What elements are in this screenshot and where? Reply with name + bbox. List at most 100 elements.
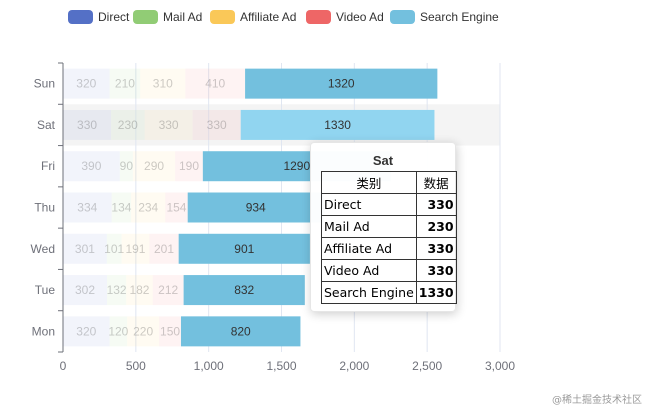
bar-value-label: 310 xyxy=(153,77,173,91)
tooltip: Sat 类别 数据 Direct 330 Mail Ad 230 Affilia… xyxy=(310,142,457,312)
bar-search-engine xyxy=(187,192,324,223)
bar-search-engine xyxy=(180,316,301,347)
bar-affiliate-ad xyxy=(132,151,176,182)
legend-swatch-direct xyxy=(68,10,93,24)
bar-video-ad xyxy=(159,316,181,347)
x-tick-label: 2,000 xyxy=(339,359,369,373)
tooltip-title: Sat xyxy=(372,153,394,168)
bar-mail-ad xyxy=(109,68,141,99)
bar-value-label: 390 xyxy=(81,159,101,173)
legend-label-affiliate-ad: Affiliate Ad xyxy=(240,10,297,24)
tooltip-row-name: Direct xyxy=(321,193,417,216)
bar-value-label: 1330 xyxy=(324,118,351,132)
bar-value-label: 230 xyxy=(118,118,138,132)
legend-swatch-affiliate-ad xyxy=(210,10,235,24)
tooltip-row: Mail Ad 230 xyxy=(321,215,457,238)
x-tick-label: 2,500 xyxy=(412,359,442,373)
bar-direct xyxy=(63,151,120,182)
bar-value-label: 820 xyxy=(231,324,251,338)
bar-value-label: 302 xyxy=(75,283,95,297)
legend-item-search-engine[interactable]: Search Engine xyxy=(390,9,499,25)
bar-value-label: 330 xyxy=(159,118,179,132)
legend-swatch-search-engine xyxy=(390,10,415,24)
bar-direct xyxy=(63,109,112,140)
legend-label-search-engine: Search Engine xyxy=(420,10,499,24)
legend-swatch-mail-ad xyxy=(133,10,158,24)
bar-affiliate-ad xyxy=(121,233,150,264)
legend-swatch-video-ad xyxy=(306,10,331,24)
bar-value-label: 191 xyxy=(125,242,145,256)
bar-value-label: 1290 xyxy=(283,159,310,173)
tooltip-header-row: 类别 数据 xyxy=(321,171,457,194)
bar-value-label: 101 xyxy=(104,242,124,256)
tooltip-row-value: 330 xyxy=(415,259,457,282)
tooltip-header-value: 数据 xyxy=(415,171,457,194)
bar-video-ad xyxy=(192,109,241,140)
bar-value-label: 934 xyxy=(246,201,266,215)
legend-item-video-ad[interactable]: Video Ad xyxy=(306,9,384,25)
bar-direct xyxy=(63,233,107,264)
tooltip-header-category: 类别 xyxy=(321,171,417,194)
bar-value-label: 150 xyxy=(160,324,180,338)
bar-value-label: 90 xyxy=(120,159,134,173)
bar-affiliate-ad xyxy=(127,316,160,347)
y-tick-label: Tue xyxy=(35,283,56,297)
tooltip-row-name: Search Engine xyxy=(321,281,417,304)
bar-value-label: 901 xyxy=(234,242,254,256)
y-tick-label: Sun xyxy=(34,77,55,91)
legend-item-mail-ad[interactable]: Mail Ad xyxy=(133,9,202,25)
bar-value-label: 832 xyxy=(234,283,254,297)
tooltip-table: 类别 数据 Direct 330 Mail Ad 230 Affiliate A… xyxy=(321,171,457,304)
bar-mail-ad xyxy=(106,275,127,306)
y-tick-label: Thu xyxy=(34,201,55,215)
tooltip-row: Search Engine 1330 xyxy=(321,281,457,304)
bar-value-label: 320 xyxy=(76,77,96,91)
legend-item-direct[interactable]: Direct xyxy=(68,9,129,25)
bar-video-ad xyxy=(175,151,203,182)
y-tick-label: Sat xyxy=(37,118,56,132)
bar-value-label: 290 xyxy=(144,159,164,173)
bar-value-label: 134 xyxy=(111,201,131,215)
bar-value-label: 301 xyxy=(75,242,95,256)
bar-direct xyxy=(63,275,107,306)
bar-mail-ad xyxy=(111,192,132,223)
tooltip-row-name: Mail Ad xyxy=(321,215,417,238)
bar-search-engine xyxy=(178,233,310,264)
bar-video-ad xyxy=(165,192,188,223)
bar-value-label: 1320 xyxy=(328,77,355,91)
bar-value-label: 234 xyxy=(138,201,158,215)
tooltip-row-name: Video Ad xyxy=(321,259,417,282)
bar-affiliate-ad xyxy=(144,109,193,140)
watermark: @稀土掘金技术社区 xyxy=(552,395,642,406)
bar-value-label: 154 xyxy=(166,201,186,215)
bar-search-engine xyxy=(245,68,438,99)
bar-value-label: 201 xyxy=(154,242,174,256)
bar-value-label: 212 xyxy=(158,283,178,297)
legend-item-affiliate-ad[interactable]: Affiliate Ad xyxy=(210,9,296,25)
bar-affiliate-ad xyxy=(140,68,186,99)
bar-direct xyxy=(63,68,110,99)
bar-value-label: 220 xyxy=(133,324,153,338)
bar-affiliate-ad xyxy=(131,192,166,223)
bar-mail-ad xyxy=(119,151,133,182)
bar-direct xyxy=(63,316,110,347)
tooltip-row: Video Ad 330 xyxy=(321,259,457,282)
x-tick-label: 1,500 xyxy=(266,359,296,373)
tooltip-row: Direct 330 xyxy=(321,193,457,216)
bar-direct xyxy=(63,192,112,223)
legend: Direct Mail Ad Affiliate Ad Video Ad Sea… xyxy=(0,0,650,34)
legend-label-video-ad: Video Ad xyxy=(336,10,384,24)
tooltip-row-value: 1330 xyxy=(415,281,457,304)
y-tick-label: Fri xyxy=(41,159,55,173)
x-tick-label: 1,000 xyxy=(194,359,224,373)
bar-video-ad xyxy=(152,275,184,306)
bar-mail-ad xyxy=(111,109,145,140)
bar-value-label: 120 xyxy=(108,324,128,338)
tooltip-row: Affiliate Ad 330 xyxy=(321,237,457,260)
bar-value-label: 330 xyxy=(207,118,227,132)
x-tick-label: 500 xyxy=(126,359,146,373)
bar-value-label: 182 xyxy=(129,283,149,297)
x-tick-label: 0 xyxy=(60,359,67,373)
bar-affiliate-ad xyxy=(126,275,153,306)
